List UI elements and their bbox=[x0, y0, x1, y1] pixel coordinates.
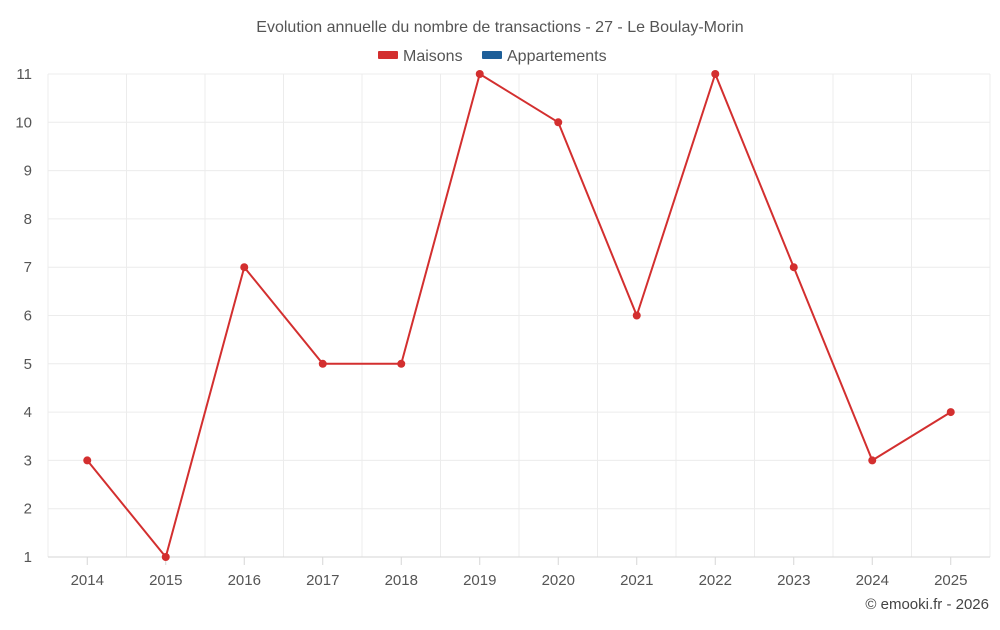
x-tick-label: 2014 bbox=[71, 572, 104, 589]
x-tick-label: 2017 bbox=[306, 572, 339, 589]
data-point-maisons[interactable] bbox=[240, 263, 249, 272]
x-tick-label: 2023 bbox=[777, 572, 810, 589]
data-point-maisons[interactable] bbox=[789, 263, 798, 272]
data-point-maisons[interactable] bbox=[161, 553, 170, 561]
x-tick-label: 2025 bbox=[934, 572, 967, 589]
y-tick-label: 6 bbox=[24, 308, 32, 325]
y-tick-label: 9 bbox=[24, 163, 32, 180]
x-tick-label: 2016 bbox=[228, 572, 261, 589]
x-tick-label: 2021 bbox=[620, 572, 653, 589]
y-tick-label: 2 bbox=[24, 501, 32, 518]
x-tick-label: 2019 bbox=[463, 572, 496, 589]
x-tick-label: 2020 bbox=[542, 572, 575, 589]
data-point-maisons[interactable] bbox=[318, 359, 327, 368]
y-tick-label: 4 bbox=[24, 404, 32, 421]
legend[interactable]: Maisons Appartements bbox=[378, 48, 607, 65]
data-point-maisons[interactable] bbox=[946, 408, 955, 417]
y-tick-label: 11 bbox=[16, 66, 32, 83]
credit-text: © emooki.fr - 2026 bbox=[865, 596, 989, 613]
y-tick-label: 1 bbox=[24, 549, 32, 566]
legend-item-maisons[interactable]: Maisons bbox=[378, 48, 463, 65]
x-tick-label: 2022 bbox=[699, 572, 732, 589]
legend-label-appartements: Appartements bbox=[507, 48, 607, 65]
legend-item-appartements[interactable]: Appartements bbox=[482, 48, 607, 65]
data-point-maisons[interactable] bbox=[711, 70, 720, 78]
legend-swatch-appartements bbox=[482, 51, 502, 59]
data-point-maisons[interactable] bbox=[475, 70, 484, 78]
data-point-maisons[interactable] bbox=[632, 311, 641, 320]
legend-label-maisons: Maisons bbox=[403, 48, 463, 65]
series-layer bbox=[83, 70, 955, 561]
x-tick-label: 2015 bbox=[149, 572, 182, 589]
x-tick-label: 2018 bbox=[385, 572, 418, 589]
data-point-maisons[interactable] bbox=[554, 118, 563, 127]
series-line-maisons bbox=[86, 73, 952, 558]
y-tick-label: 3 bbox=[24, 452, 32, 469]
y-tick-label: 5 bbox=[24, 356, 32, 373]
grid bbox=[47, 73, 991, 557]
y-tick-label: 8 bbox=[24, 211, 32, 228]
chart-title: Evolution annuelle du nombre de transact… bbox=[256, 19, 743, 36]
x-tick-label: 2024 bbox=[856, 572, 889, 589]
y-tick-label: 10 bbox=[15, 114, 32, 131]
axes: 1 2 3 4 5 6 7 8 9 10 11 2014 2015 2016 2017 2018 2019 202… bbox=[15, 66, 990, 589]
data-point-maisons[interactable] bbox=[83, 456, 92, 465]
y-tick-label: 7 bbox=[24, 259, 32, 276]
legend-swatch-maisons bbox=[378, 51, 398, 59]
data-point-maisons[interactable] bbox=[397, 359, 406, 368]
data-point-maisons[interactable] bbox=[868, 456, 877, 465]
